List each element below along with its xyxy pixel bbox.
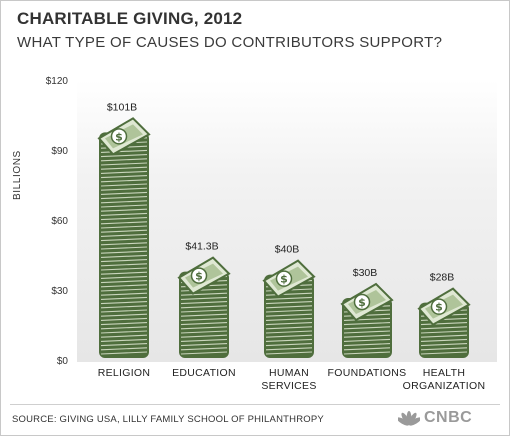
bar-value-label: $40B: [275, 244, 300, 256]
svg-text:$: $: [358, 296, 366, 309]
y-tick-label: $30: [51, 286, 68, 297]
svg-text:$: $: [280, 273, 288, 286]
bar-value-label: $28B: [430, 272, 455, 284]
x-tick-label: ORGANIZATION: [403, 380, 486, 392]
bar-value-label: $30B: [353, 267, 378, 279]
bar-value-label: $41.3B: [185, 241, 218, 253]
money-stack-bar: $: [97, 117, 151, 358]
y-tick-label: $90: [51, 146, 68, 157]
money-stack-chart: $0 $30 $60 $90 $120 $ $101B RELIGION $ $41.3B EDUC…: [46, 76, 486, 392]
cnbc-logo-text: CNBC: [424, 409, 473, 426]
bar-value-label: $101B: [107, 101, 137, 113]
cnbc-logo: CNBC: [398, 408, 472, 428]
y-tick-label: $0: [57, 356, 69, 367]
x-tick-label: HUMAN: [269, 367, 309, 379]
money-stack-bar: $: [340, 282, 394, 358]
x-tick-label: HEALTH: [423, 367, 465, 379]
money-stack-bar: $: [262, 259, 316, 358]
svg-text:$: $: [195, 270, 203, 283]
svg-text:$: $: [115, 130, 123, 143]
peacock-icon: [398, 411, 420, 426]
y-tick-label: $60: [51, 216, 68, 227]
x-tick-label: RELIGION: [98, 367, 151, 379]
source-note: SOURCE: GIVING USA, LILLY FAMILY SCHOOL …: [12, 414, 324, 425]
x-tick-label: SERVICES: [261, 380, 316, 392]
chart-title: CHARITABLE GIVING, 2012: [17, 9, 243, 28]
footer-divider: [10, 404, 500, 405]
y-tick-label: $120: [46, 76, 69, 87]
x-tick-label: EDUCATION: [172, 367, 236, 379]
chart-subtitle: WHAT TYPE OF CAUSES DO CONTRIBUTORS SUPP…: [17, 34, 443, 51]
money-stack-bar: $: [417, 287, 471, 358]
money-stack-bar: $: [177, 256, 231, 358]
x-tick-label: FOUNDATIONS: [328, 367, 407, 379]
svg-text:$: $: [435, 301, 443, 314]
